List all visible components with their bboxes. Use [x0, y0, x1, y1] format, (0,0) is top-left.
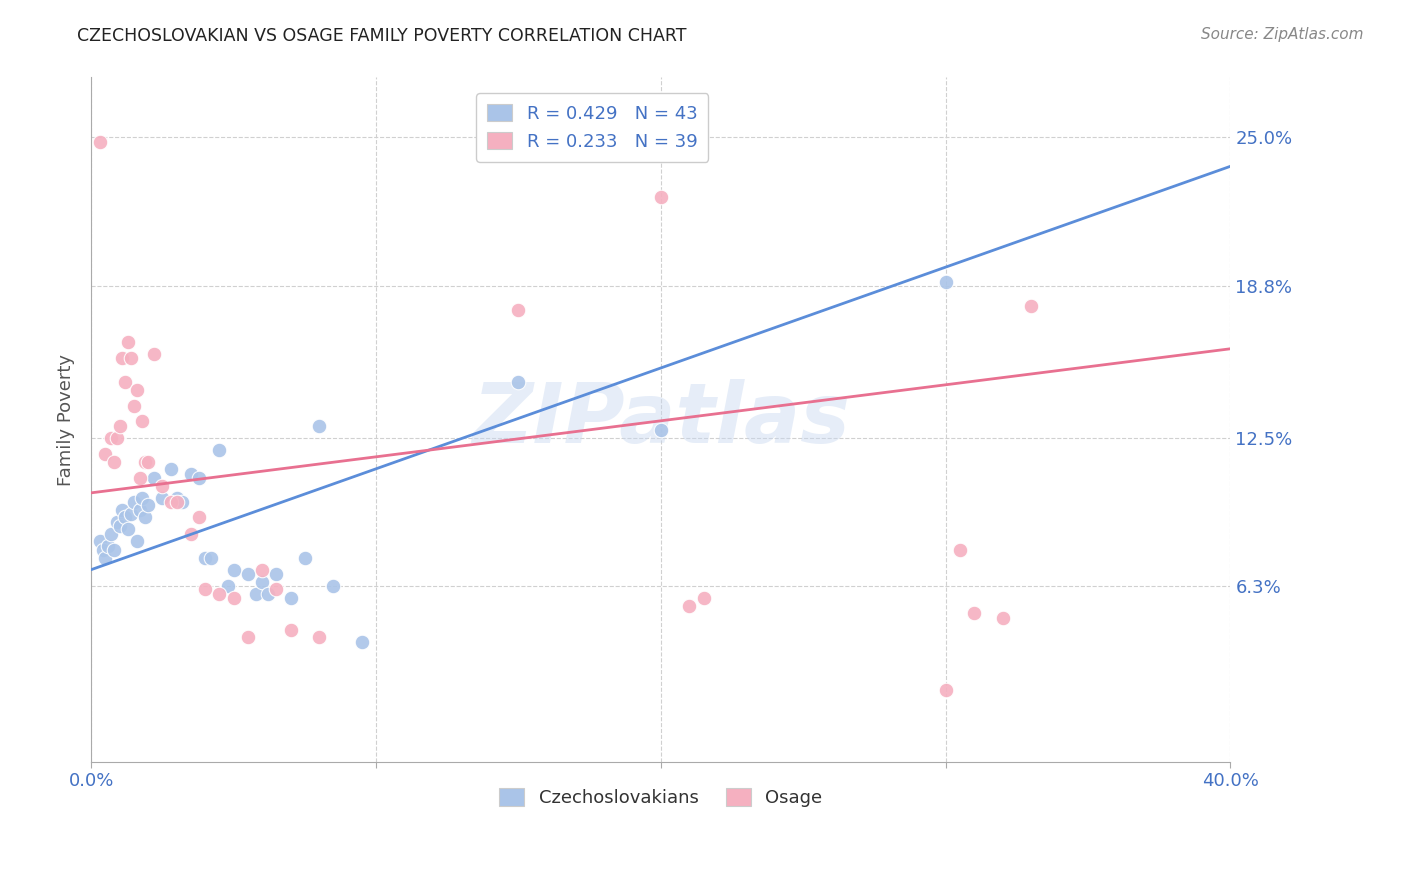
Point [935, 682, 957, 697]
Point [250, 574, 273, 589]
Point [136, 498, 159, 512]
Point [125, 383, 148, 397]
Point [120, 351, 142, 366]
Point [100, 526, 122, 541]
Point [308, 630, 330, 644]
Point [963, 606, 986, 620]
Point [350, 634, 373, 648]
Point [166, 491, 188, 505]
Point [142, 346, 165, 360]
Point [94, 447, 117, 461]
Point [166, 495, 188, 509]
Point [692, 591, 714, 606]
Point [266, 582, 288, 596]
Point [117, 334, 139, 349]
Point [194, 582, 217, 596]
Point [108, 418, 131, 433]
Point [136, 455, 159, 469]
Point [280, 623, 302, 637]
Point [97, 539, 120, 553]
Point [94, 550, 117, 565]
Point [111, 502, 134, 516]
Point [308, 418, 330, 433]
Point [245, 587, 267, 601]
Point [266, 567, 288, 582]
Y-axis label: Family Poverty: Family Poverty [58, 353, 75, 485]
Point [117, 522, 139, 536]
Point [103, 543, 125, 558]
Point [89, 135, 111, 149]
Point [217, 579, 239, 593]
Point [114, 376, 136, 390]
Point [122, 400, 145, 414]
Point [128, 471, 150, 485]
Text: Source: ZipAtlas.com: Source: ZipAtlas.com [1201, 27, 1364, 42]
Point [188, 471, 211, 485]
Point [125, 533, 148, 548]
Point [91, 543, 114, 558]
Point [222, 563, 245, 577]
Point [128, 502, 150, 516]
Point [120, 508, 142, 522]
Point [322, 579, 344, 593]
Point [180, 467, 202, 481]
Point [650, 190, 672, 204]
Point [650, 424, 672, 438]
Point [114, 509, 136, 524]
Point [294, 550, 316, 565]
Text: ZIPatlas: ZIPatlas [472, 379, 849, 460]
Point [991, 610, 1014, 624]
Point [280, 591, 302, 606]
Point [111, 351, 134, 366]
Point [208, 442, 231, 457]
Point [131, 414, 153, 428]
Point [105, 431, 128, 445]
Point [949, 543, 972, 558]
Point [200, 550, 222, 565]
Point [250, 563, 273, 577]
Point [1019, 299, 1042, 313]
Point [160, 495, 183, 509]
Point [194, 550, 217, 565]
Point [131, 491, 153, 505]
Point [105, 515, 128, 529]
Legend: Czechoslovakians, Osage: Czechoslovakians, Osage [492, 781, 830, 814]
Point [935, 275, 957, 289]
Point [236, 630, 259, 644]
Point [508, 303, 530, 318]
Point [150, 491, 173, 505]
Point [222, 591, 245, 606]
Point [236, 567, 259, 582]
Point [134, 509, 156, 524]
Text: CZECHOSLOVAKIAN VS OSAGE FAMILY POVERTY CORRELATION CHART: CZECHOSLOVAKIAN VS OSAGE FAMILY POVERTY … [77, 27, 686, 45]
Point [188, 509, 211, 524]
Point [122, 495, 145, 509]
Point [150, 478, 173, 492]
Point [172, 495, 194, 509]
Point [134, 455, 156, 469]
Point [678, 599, 700, 613]
Point [180, 526, 202, 541]
Point [142, 471, 165, 485]
Point [160, 462, 183, 476]
Point [100, 431, 122, 445]
Point [108, 519, 131, 533]
Point [103, 455, 125, 469]
Point [208, 587, 231, 601]
Point [256, 587, 278, 601]
Point [89, 533, 111, 548]
Point [508, 376, 530, 390]
